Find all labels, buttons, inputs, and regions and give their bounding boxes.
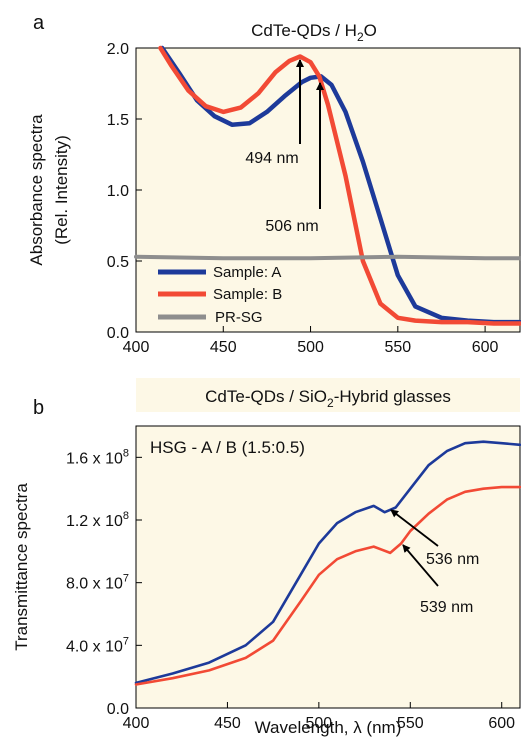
annotation-arrow-536 (390, 509, 439, 547)
panel-a-ytick-label: 2.0 (107, 41, 129, 58)
panel-b-ytick-label: 4.0 x 107 (66, 635, 129, 655)
panel-b-series-a (134, 440, 521, 685)
panel-a-xtick-label: 600 (472, 339, 499, 356)
panel-a-legend: Sample: A Sample: B PR-SG (158, 264, 282, 326)
panel-a-ytick-label: 0.0 (107, 325, 129, 342)
panel-b-ytick-label: 1.6 x 108 (66, 447, 129, 467)
panel-b-ytick-label: 8.0 x 107 (66, 573, 129, 593)
panel-b-ytick-label: 0.0 (107, 701, 129, 718)
panel-a-xtick-label: 500 (297, 339, 324, 356)
panel-b-ylabel: Transmittance spectra (12, 483, 31, 651)
panel-a-series-sample-b (158, 45, 521, 326)
panel-a-xtick-label: 550 (384, 339, 411, 356)
panel-a-plot-area (135, 47, 521, 333)
panel-a-title: CdTe-QDs / H2O (251, 21, 377, 44)
panel-b-title-band (136, 378, 520, 412)
panel-a-ytick-label: 0.5 (107, 254, 129, 271)
panel-a-axes: 400 450 500 550 600 0.0 0.5 1.0 1.5 2.0 (107, 41, 499, 356)
panel-a-ylabel-line2: (Rel. Intensity) (52, 135, 71, 245)
panel-b-ytick-label: 1.2 x 108 (66, 510, 129, 530)
panel-b-axes: 400 450 500 550 600 0.0 4.0 x 107 8.0 x 107 1.2 … (66, 447, 515, 732)
panel-b-xtick-label: 500 (306, 715, 333, 732)
annotation-506-nm: 506 nm (265, 218, 318, 235)
legend-label-pr-sg: PR-SG (215, 309, 263, 326)
annotation-494-nm: 494 nm (245, 150, 298, 167)
panel-b-label: b (33, 397, 44, 419)
panel-b-inset-label: HSG - A / B (1.5:0.5) (150, 438, 305, 457)
panel-b-series (134, 440, 521, 686)
annotation-536-nm: 536 nm (426, 551, 479, 568)
panel-b-title: CdTe-QDs / SiO2-Hybrid glasses (205, 387, 451, 410)
panel-a-ytick-label: 1.0 (107, 183, 129, 200)
panel-a-series-pr-sg (134, 254, 521, 261)
panel-b-xtick-label: 600 (488, 715, 515, 732)
panel-a-xtick-label: 400 (123, 339, 150, 356)
panel-b-xlabel: Wavelength, λ (nm) (255, 718, 402, 737)
panel-a-label: a (33, 12, 45, 34)
annotation-539-nm: 539 nm (420, 599, 473, 616)
legend-label-sample-a: Sample: A (213, 264, 281, 281)
panel-b-xtick-label: 400 (123, 715, 150, 732)
panel-b-xtick-label: 550 (397, 715, 424, 732)
panel-a-ylabel-line1: Absorbance spectra (27, 114, 46, 266)
annotation-arrow-539 (402, 544, 439, 587)
panel-b-series-b (134, 485, 521, 686)
legend-label-sample-b: Sample: B (213, 286, 282, 303)
panel-a-ytick-label: 1.5 (107, 112, 129, 129)
panel-a-xtick-label: 450 (210, 339, 237, 356)
panel-a-series (134, 45, 521, 326)
panel-b-xtick-label: 450 (214, 715, 241, 732)
